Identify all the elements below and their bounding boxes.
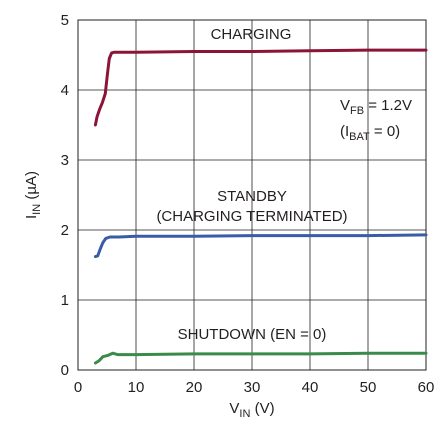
grid [78,20,426,370]
x-tick-label: 0 [74,379,82,396]
series-line-shutdown [93,351,428,365]
vfb-sub: FB [350,105,364,117]
series-group [93,48,428,365]
y-tick-label: 3 [61,152,69,169]
y-tick-label: 1 [61,292,69,309]
y-tick-label: 4 [61,82,69,99]
ibat-rest: = 0) [370,123,400,140]
plot-frame [77,19,427,371]
x-tick-label: 20 [186,379,203,396]
y-axis-label-sub: IN [31,204,43,215]
x-tick-labels: 0 10 20 30 40 50 60 [74,379,435,396]
y-tick-labels: 0 1 2 3 4 5 [61,12,69,379]
y-axis-label: IIN (µA) [23,171,43,219]
annotations: CHARGING STANDBY (CHARGING TERMINATED) S… [156,26,412,343]
vfb-main: V [340,97,350,114]
annotation-charging: CHARGING [211,26,292,43]
y-axis-label-main: I [23,215,40,219]
x-tick-label: 50 [360,379,377,396]
ibat-sub: BAT [349,131,370,143]
x-tick-label: 30 [244,379,261,396]
x-tick-label: 10 [128,379,145,396]
vfb-rest: = 1.2V [364,97,412,114]
y-axis-label-unit: (µA) [23,171,40,204]
x-axis-label: VIN (V) [229,400,274,420]
x-axis-label-unit: (V) [250,400,274,417]
x-tick-label: 40 [302,379,319,396]
x-axis-label-sub: IN [239,408,250,420]
annotation-ibat: (IBAT = 0) [340,123,400,143]
annotation-vfb: VFB = 1.2V [340,97,412,117]
x-tick-label: 60 [418,379,435,396]
annotation-charging-terminated: (CHARGING TERMINATED) [156,208,347,225]
y-tick-label: 5 [61,12,69,29]
x-axis-label-main: V [229,400,239,417]
annotation-shutdown: SHUTDOWN (EN = 0) [178,326,327,343]
series-line-charging [93,48,428,127]
ibat-pre: (I [340,123,349,140]
y-tick-label: 0 [61,362,69,379]
annotation-standby: STANDBY [217,188,287,205]
y-tick-label: 2 [61,222,69,239]
series-line-standby [93,233,428,259]
